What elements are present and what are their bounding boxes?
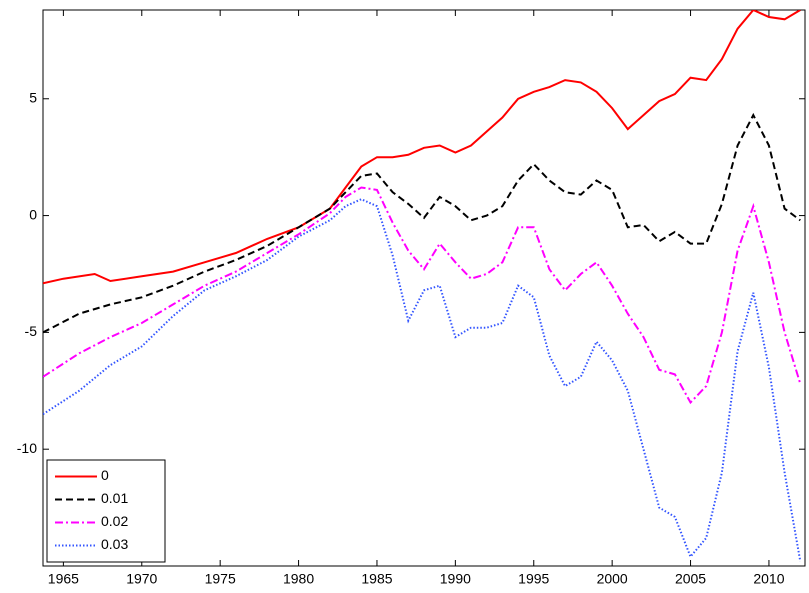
x-tick-label: 1990	[440, 571, 471, 587]
x-tick-label: 2010	[753, 571, 784, 587]
x-tick-label: 1980	[283, 571, 314, 587]
y-tick-label: 0	[29, 206, 37, 222]
x-tick-label: 1985	[361, 571, 392, 587]
legend-label: 0	[101, 467, 109, 483]
y-tick-label: -10	[17, 440, 37, 456]
x-tick-label: 2000	[597, 571, 628, 587]
x-tick-label: 1965	[48, 571, 79, 587]
y-tick-label: -5	[25, 323, 38, 339]
legend-label: 0.02	[101, 513, 128, 529]
legend-label: 0.01	[101, 490, 128, 506]
y-tick-label: 5	[29, 89, 37, 105]
x-tick-label: 2005	[675, 571, 706, 587]
series-line	[43, 186, 802, 405]
lines	[43, 10, 802, 562]
series-line	[43, 10, 801, 285]
x-tick-label: 1970	[126, 571, 157, 587]
legend-label: 0.03	[101, 536, 128, 552]
x-tick-label: 1995	[518, 571, 549, 587]
plot-area	[42, 9, 806, 567]
series-line	[43, 112, 801, 334]
series-line	[43, 198, 802, 562]
x-tick-label: 1975	[205, 571, 236, 587]
